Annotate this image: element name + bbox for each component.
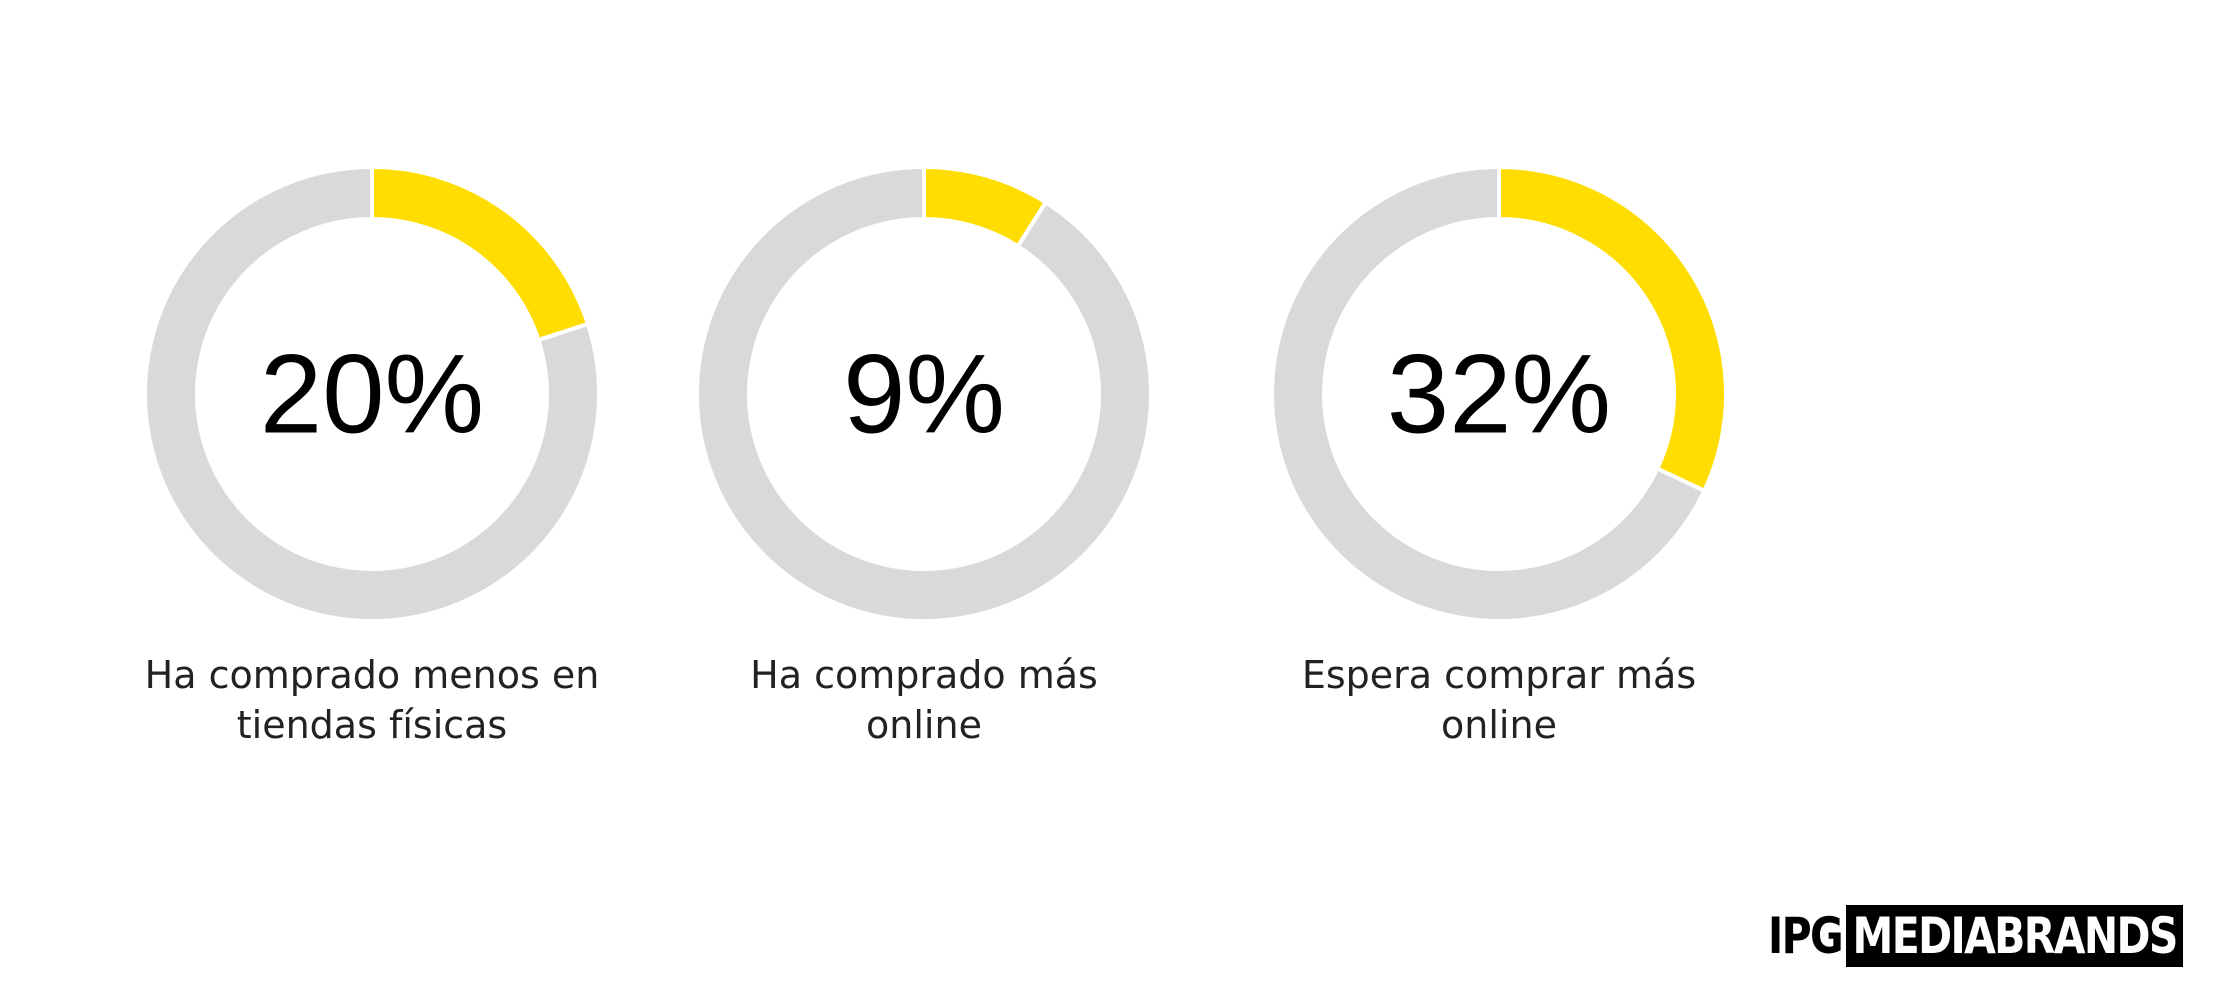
logo: IPG MEDIABRANDS (1768, 905, 2223, 967)
donut-segment (922, 164, 1049, 250)
center-value-label: 20% (260, 332, 484, 457)
donut-segment (370, 164, 591, 343)
donut-track (143, 164, 601, 623)
donut-segment (1497, 164, 1729, 494)
donut-label: Ha comprado menos en tiendas físicas (144, 653, 600, 747)
donut-label: Ha comprado más online (750, 653, 1098, 747)
logo-name: MEDIABRANDS (1846, 905, 2184, 967)
center-value-label: 32% (1387, 332, 1611, 457)
donut-label: Espera comprar más online (1301, 653, 1697, 747)
donut-track (1270, 164, 1708, 623)
logo-prefix: IPG (1768, 907, 1844, 965)
center-value-label: 9% (843, 332, 1005, 457)
donut-track (695, 164, 1153, 623)
